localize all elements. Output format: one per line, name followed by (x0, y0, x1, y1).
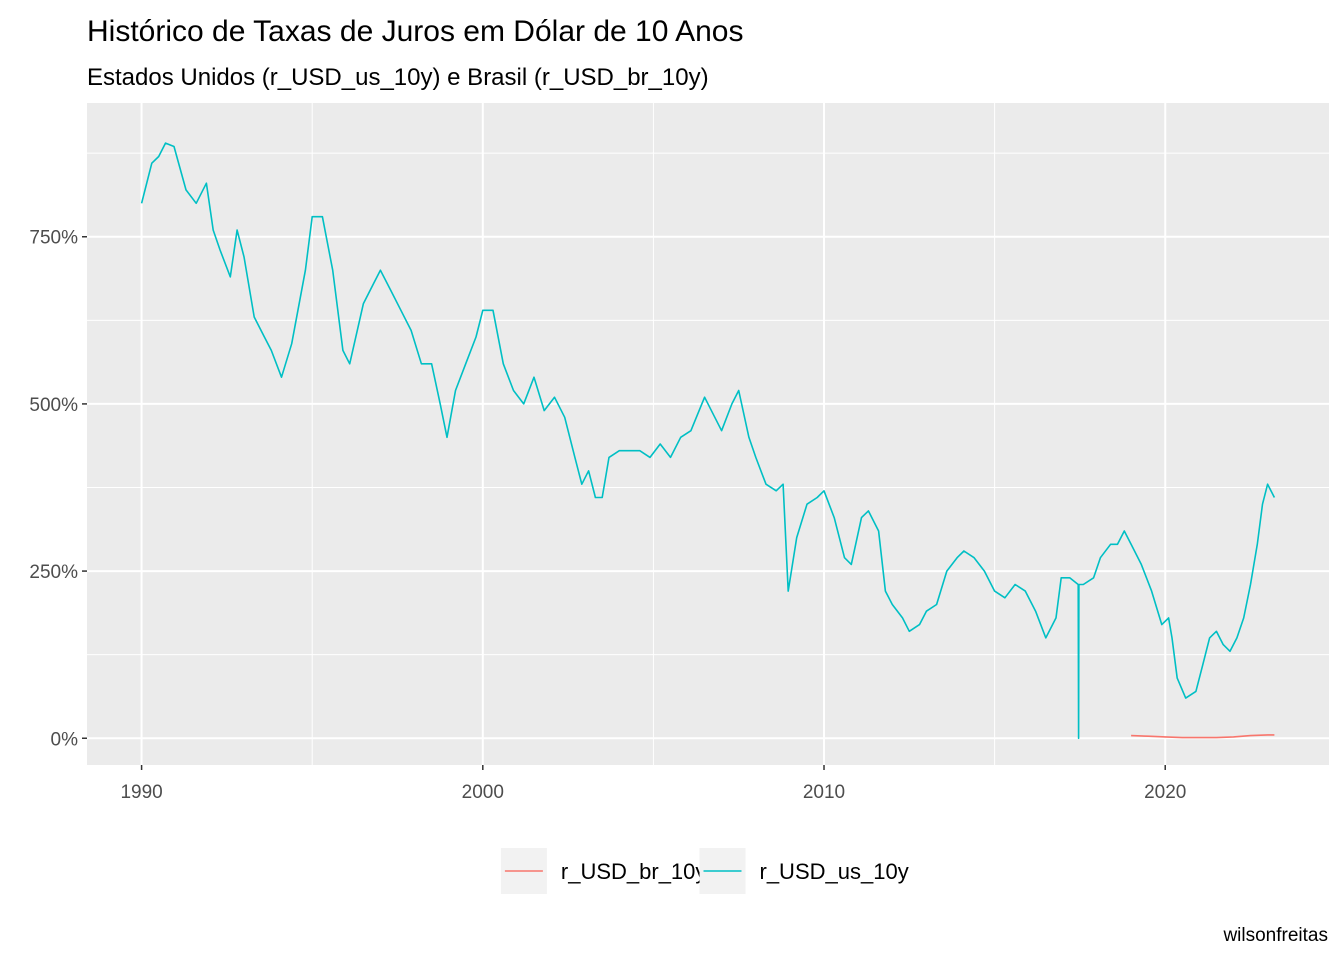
grid-major (87, 103, 1329, 765)
x-tick-label-1: 2000 (462, 782, 504, 803)
series-line-r_USD_us_10y (140, 142, 1276, 740)
legend-label-r_USD_br_10y: r_USD_br_10y (561, 859, 707, 884)
series-line-r_USD_br_10y (1131, 734, 1275, 739)
chart-title: Histórico de Taxas de Juros em Dólar de … (87, 15, 743, 48)
series-layer (140, 142, 1276, 740)
x-tick-label-3: 2020 (1144, 782, 1186, 803)
y-tick-label-2: 500% (29, 395, 78, 416)
plot-panel (87, 103, 1329, 765)
x-tick-label-2: 2010 (803, 782, 845, 803)
y-tick-label-0: 0% (51, 729, 79, 750)
chart-caption: wilsonfreitas (1222, 925, 1328, 946)
grid-minor (87, 103, 1329, 765)
legend-label-r_USD_us_10y: r_USD_us_10y (760, 859, 909, 884)
legend: r_USD_br_10y r_USD_us_10y (500, 848, 909, 894)
y-axis: 0% 250% 500% 750% (29, 228, 87, 750)
y-tick-label-3: 750% (29, 228, 78, 249)
x-axis: 1990 2000 2010 2020 (120, 765, 1186, 803)
y-tick-label-1: 250% (29, 562, 78, 583)
x-tick-label-0: 1990 (120, 782, 162, 803)
chart-subtitle: Estados Unidos (r_USD_us_10y) e Brasil (… (87, 64, 709, 91)
